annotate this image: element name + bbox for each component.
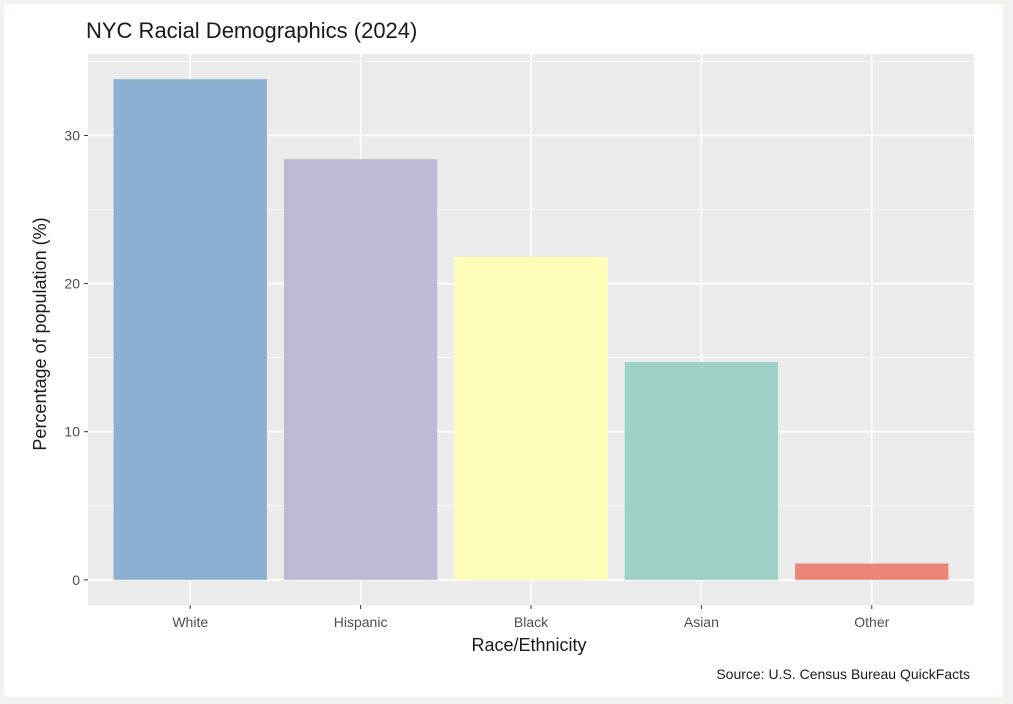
bar-other (795, 563, 949, 580)
chart-title: NYC Racial Demographics (2024) (86, 18, 417, 43)
x-tick-label-white: White (172, 614, 208, 630)
y-tick-label: 0 (72, 572, 80, 588)
x-tick-label-black: Black (514, 614, 549, 630)
source-caption: Source: U.S. Census Bureau QuickFacts (716, 666, 970, 682)
bar-asian (624, 362, 779, 580)
chart-frame: NYC Racial Demographics (2024) 0 10 20 30 W… (4, 4, 1003, 697)
y-tick-label: 20 (64, 276, 80, 292)
y-axis-title: Percentage of population (%) (30, 217, 50, 450)
bar-white (113, 79, 267, 580)
bars (113, 79, 949, 580)
bar-black (454, 256, 608, 580)
x-tick-label-other: Other (854, 614, 889, 630)
x-axis: White Hispanic Black Asian Other (172, 605, 890, 630)
x-axis-title: Race/Ethnicity (471, 635, 586, 655)
bar-chart: NYC Racial Demographics (2024) 0 10 20 30 W… (30, 18, 974, 682)
bar-hispanic (283, 159, 438, 580)
y-tick-label: 10 (64, 424, 80, 440)
y-axis: 0 10 20 30 (64, 127, 88, 588)
x-tick-label-asian: Asian (684, 614, 719, 630)
y-tick-label: 30 (64, 127, 80, 143)
x-tick-label-hispanic: Hispanic (334, 614, 388, 630)
